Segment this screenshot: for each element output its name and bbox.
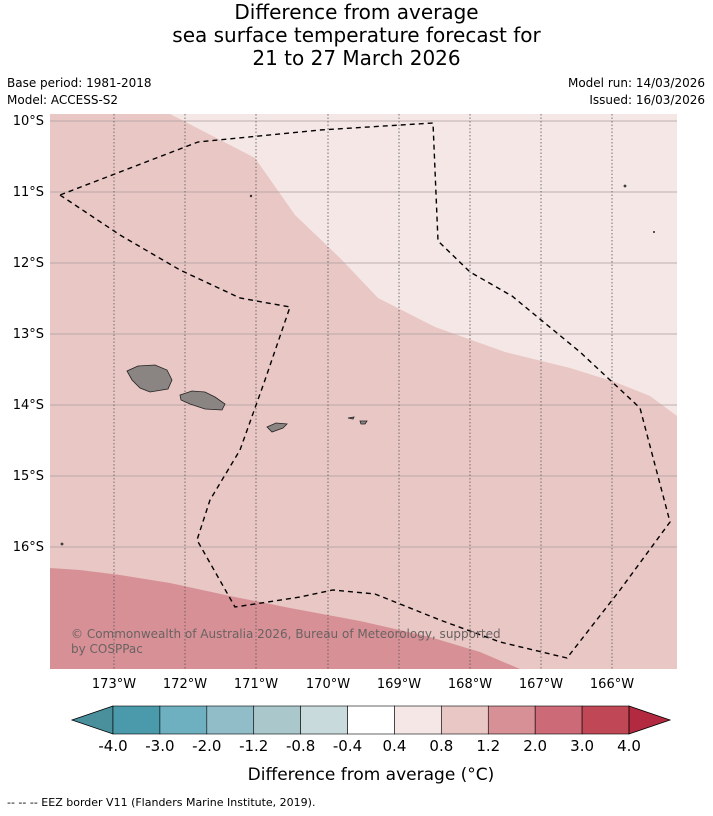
- base-period: Base period: 1981-2018: [7, 76, 152, 90]
- title-line-2: sea surface temperature forecast for: [172, 23, 541, 47]
- island-upolu: [179, 390, 226, 411]
- colorbar-segment: [112, 705, 161, 735]
- colorbar-tick-label: 3.0: [570, 737, 594, 755]
- lon-label: 173°W: [92, 677, 136, 692]
- eez-american-samoa: [58, 122, 671, 659]
- colorbar-segment: [534, 705, 583, 735]
- colorbar-tick-label: 1.2: [476, 737, 500, 755]
- lon-label: 167°W: [519, 677, 563, 692]
- colorbar-tick-label: 2.0: [523, 737, 547, 755]
- latitude-gridlines: [50, 120, 677, 548]
- island-tau: [359, 420, 368, 425]
- islet-west: [60, 542, 64, 546]
- lon-label: 172°W: [163, 677, 207, 692]
- latitude-labels: 10°S 11°S 12°S 13°S 14°S 15°S 16°S: [13, 114, 44, 555]
- title-line-1: Difference from average: [234, 0, 479, 24]
- model-run: Model run: 14/03/2026: [567, 76, 705, 90]
- lat-label: 10°S: [13, 114, 44, 129]
- colorbar-tick-label: -4.0: [98, 737, 127, 755]
- lon-label: 170°W: [306, 677, 350, 692]
- map-area: © Commonwealth of Australia 2026, Bureau…: [50, 114, 677, 669]
- eez-borders: [58, 122, 671, 659]
- island-tutuila: [266, 422, 288, 433]
- colorbar-segment: [159, 705, 208, 735]
- colorbar-over-arrow: [628, 705, 672, 735]
- eez-legend-note: -- -- -- EEZ border V11 (Flanders Marine…: [7, 796, 316, 809]
- colorbar-tick-label: -3.0: [145, 737, 174, 755]
- lat-label: 15°S: [13, 469, 44, 484]
- colorbar-tick-label: 0.8: [429, 737, 453, 755]
- colorbar-tick-label: -0.8: [286, 737, 315, 755]
- island-savaii: [126, 364, 173, 393]
- anomaly-zone-1.2-2.0: [50, 568, 520, 669]
- lon-label: 169°W: [377, 677, 421, 692]
- copyright-line-1: © Commonwealth of Australia 2026, Bureau…: [71, 627, 501, 641]
- colorbar-segment: [581, 705, 630, 735]
- longitude-gridlines: [113, 114, 613, 669]
- colorbar-tick-label: -0.4: [333, 737, 362, 755]
- colorbar-tick-label: -1.2: [239, 737, 268, 755]
- copyright-line-2: by COSPPac: [71, 642, 143, 656]
- colorbar-segment: [253, 705, 301, 735]
- issued-date: Issued: 16/03/2026: [589, 93, 705, 107]
- colorbar-segment: [394, 705, 442, 735]
- island-swains: [623, 184, 627, 188]
- colorbar-tick-label: 4.0: [617, 737, 641, 755]
- islands: [60, 184, 656, 546]
- colorbar-segment: [487, 705, 536, 735]
- colorbar-segment: [300, 705, 348, 735]
- lon-label: 168°W: [448, 677, 492, 692]
- colorbar: -4.0 -3.0 -2.0 -1.2 -0.8 -0.4 0.4 0.8 1.2 2.0 3.0 4…: [70, 705, 672, 755]
- colorbar-segment: [347, 705, 395, 735]
- colorbar-label: Difference from average (°C): [248, 765, 495, 785]
- colorbar-segment: [206, 705, 255, 735]
- colorbar-segment: [441, 705, 489, 735]
- model-name: Model: ACCESS-S2: [7, 93, 119, 107]
- island-ofu: [347, 416, 355, 420]
- colorbar-tick-label: -2.0: [192, 737, 221, 755]
- lat-label: 16°S: [13, 540, 44, 555]
- colorbar-under-arrow: [70, 705, 114, 735]
- lat-label: 11°S: [13, 185, 44, 200]
- longitude-labels: 173°W 172°W 171°W 170°W 169°W 168°W 167°…: [92, 677, 634, 692]
- colorbar-tick-label: 0.4: [383, 737, 407, 755]
- islet-east: [653, 230, 656, 233]
- lon-label: 166°W: [590, 677, 634, 692]
- lat-label: 14°S: [13, 398, 44, 413]
- lon-label: 171°W: [234, 677, 278, 692]
- anomaly-zone-0.4-0.8: [170, 114, 677, 416]
- lat-label: 12°S: [13, 256, 44, 271]
- islet-north: [249, 194, 253, 198]
- lat-label: 13°S: [13, 327, 44, 342]
- title-line-3: 21 to 27 March 2026: [252, 46, 461, 70]
